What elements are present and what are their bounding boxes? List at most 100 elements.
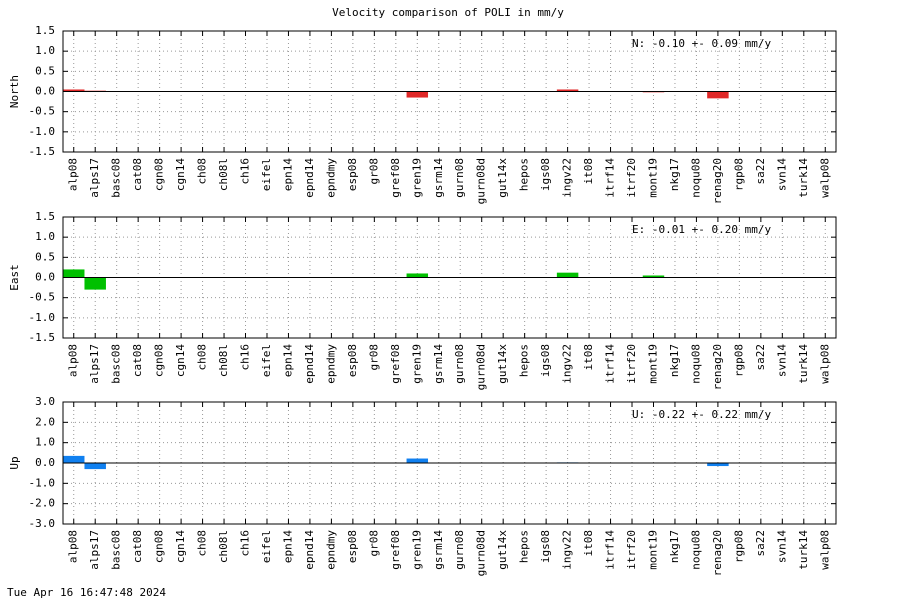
x-tick-label: esp08 xyxy=(346,158,359,191)
x-tick-label: gren19 xyxy=(410,530,423,570)
y-tick-label: 1.0 xyxy=(35,230,55,243)
x-tick-label: it08 xyxy=(582,344,595,371)
x-tick-label: epnd14 xyxy=(303,344,316,384)
y-tick-label: -1.0 xyxy=(29,125,56,138)
x-tick-label: alps17 xyxy=(88,158,101,198)
y-tick-label: -0.5 xyxy=(29,291,56,304)
x-tick-label: gurn08 xyxy=(453,158,466,198)
annotation: N: -0.10 +- 0.09 mm/y xyxy=(632,37,771,50)
x-tick-label: hepos xyxy=(518,530,531,563)
x-tick-label: ch08l xyxy=(217,344,230,377)
bar xyxy=(84,277,106,290)
x-tick-label: ch08l xyxy=(217,158,230,191)
x-tick-label: itrf20 xyxy=(625,344,638,384)
x-tick-label: epn14 xyxy=(281,530,294,563)
x-tick-label: epn14 xyxy=(281,344,294,377)
x-tick-label: alp08 xyxy=(67,344,80,377)
x-tick-label: gsrm14 xyxy=(432,344,445,384)
x-tick-label: igs08 xyxy=(539,158,552,191)
x-tick-label: sa22 xyxy=(754,158,767,185)
bar xyxy=(556,89,579,92)
x-tick-label: epndmy xyxy=(324,158,337,198)
x-tick-label: nkg17 xyxy=(668,344,681,377)
x-tick-label: it08 xyxy=(582,158,595,185)
x-tick-label: gref08 xyxy=(389,344,402,384)
x-tick-label: gr08 xyxy=(367,344,380,371)
x-tick-label: basc08 xyxy=(110,530,123,570)
y-tick-label: -3.0 xyxy=(29,517,56,530)
x-tick-label: gut14x xyxy=(496,158,509,198)
x-tick-label: turk14 xyxy=(797,158,810,198)
x-tick-label: igs08 xyxy=(539,344,552,377)
x-tick-label: nkg17 xyxy=(668,158,681,191)
bar xyxy=(84,463,106,470)
timestamp: Tue Apr 16 16:47:48 2024 xyxy=(7,586,166,599)
bar xyxy=(63,269,85,278)
x-tick-label: ch16 xyxy=(239,530,252,557)
y-tick-label: -1.5 xyxy=(29,145,56,158)
x-tick-label: gurn08 xyxy=(453,344,466,384)
y-axis-label: Up xyxy=(8,456,21,469)
x-tick-label: sa22 xyxy=(754,344,767,371)
x-tick-label: eifel xyxy=(260,344,273,377)
y-tick-label: 2.0 xyxy=(35,415,55,428)
y-tick-label: 0.0 xyxy=(35,85,55,98)
x-tick-label: epnd14 xyxy=(303,158,316,198)
bar xyxy=(707,463,729,467)
y-tick-label: 1.5 xyxy=(35,24,55,37)
x-tick-label: itrf20 xyxy=(625,158,638,198)
y-tick-label: 0.5 xyxy=(35,64,55,77)
y-tick-label: 1.5 xyxy=(35,210,55,223)
x-tick-label: gref08 xyxy=(389,158,402,198)
x-tick-label: mont19 xyxy=(646,158,659,198)
bar xyxy=(406,458,429,463)
x-tick-label: ch08 xyxy=(196,158,209,185)
x-tick-label: cgn14 xyxy=(174,344,187,377)
x-tick-label: sa22 xyxy=(754,530,767,557)
x-tick-label: cgn08 xyxy=(153,344,166,377)
x-tick-label: esp08 xyxy=(346,530,359,563)
x-tick-label: igs08 xyxy=(539,530,552,563)
x-tick-label: epnd14 xyxy=(303,530,316,570)
x-tick-label: itrf14 xyxy=(604,344,617,384)
x-tick-label: mont19 xyxy=(646,344,659,384)
bar xyxy=(63,455,85,463)
y-tick-label: 0.5 xyxy=(35,250,55,263)
x-tick-label: eifel xyxy=(260,530,273,563)
x-tick-label: gurn08d xyxy=(475,158,488,204)
x-tick-label: gut14x xyxy=(496,344,509,384)
x-tick-label: hepos xyxy=(518,344,531,377)
x-tick-label: esp08 xyxy=(346,344,359,377)
y-tick-label: 1.0 xyxy=(35,44,55,57)
x-tick-label: cat08 xyxy=(131,158,144,191)
x-tick-label: walp08 xyxy=(818,158,831,198)
x-tick-label: noqu08 xyxy=(689,530,702,570)
bar xyxy=(642,275,665,278)
x-tick-label: eifel xyxy=(260,158,273,191)
x-tick-label: renag20 xyxy=(711,158,724,204)
x-tick-label: gren19 xyxy=(410,344,423,384)
x-tick-label: cgn08 xyxy=(153,530,166,563)
x-tick-label: itrf14 xyxy=(604,530,617,570)
x-tick-label: gren19 xyxy=(410,158,423,198)
x-tick-label: gut14x xyxy=(496,530,509,570)
x-tick-label: gr08 xyxy=(367,530,380,557)
x-tick-label: noqu08 xyxy=(689,158,702,198)
annotation: E: -0.01 +- 0.20 mm/y xyxy=(632,223,771,236)
bar xyxy=(707,91,729,99)
x-tick-label: gurn08d xyxy=(475,344,488,390)
x-tick-label: rgp08 xyxy=(732,530,745,563)
x-tick-label: basc08 xyxy=(110,344,123,384)
x-tick-label: ch08 xyxy=(196,344,209,371)
x-tick-label: turk14 xyxy=(797,344,810,384)
x-tick-label: ch16 xyxy=(239,344,252,371)
x-tick-label: alp08 xyxy=(67,530,80,563)
x-tick-label: ch08l xyxy=(217,530,230,563)
y-tick-label: -2.0 xyxy=(29,497,56,510)
y-axis-label: North xyxy=(8,75,21,108)
x-tick-label: ingv22 xyxy=(561,344,574,384)
y-tick-label: 0.0 xyxy=(35,456,55,469)
x-tick-label: cgn14 xyxy=(174,530,187,563)
